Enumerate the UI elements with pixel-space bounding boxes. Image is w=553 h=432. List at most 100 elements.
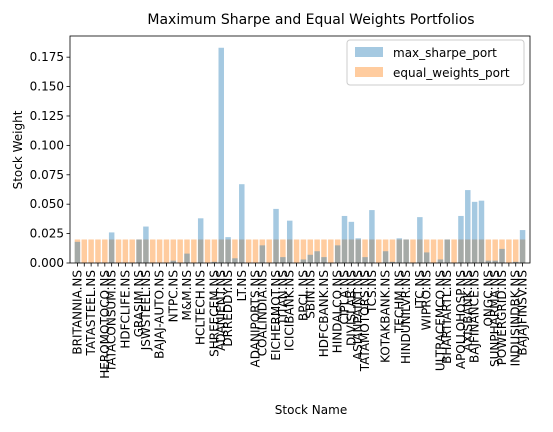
x-tick-label: HINDALCO.NS — [331, 270, 345, 353]
equal-weights-bar — [341, 239, 348, 263]
y-tick-label: 0.125 — [30, 109, 64, 123]
equal-weights-bar — [389, 239, 396, 263]
equal-weights-bar — [273, 239, 279, 263]
equal-weights-bar — [478, 239, 485, 263]
x-tick-label: DRREDDY.NS — [221, 270, 235, 347]
equal-weights-bar — [115, 239, 122, 263]
x-tick-label: DIVISLAB.NS — [344, 270, 358, 346]
y-tick-label: 0.000 — [30, 256, 64, 270]
x-tick-label: HDFCBANK.NS — [317, 270, 331, 357]
max-sharpe-bar — [389, 261, 396, 263]
y-tick-label: 0.100 — [30, 138, 64, 152]
x-tick-label: INDUSINDBK.NS — [509, 270, 523, 366]
max-sharpe-bar — [478, 200, 485, 263]
equal-weights-bar — [286, 239, 293, 263]
y-tick-label: 0.075 — [30, 168, 64, 182]
max-sharpe-bar — [369, 210, 375, 263]
x-tick-label: SHREECEM.NS — [207, 270, 221, 357]
x-tick-label: BRITANNIA.NS — [70, 270, 84, 355]
x-tick-label: AXISBANK.NS — [461, 270, 475, 351]
max-sharpe-bar — [382, 251, 389, 263]
equal-weights-bar — [102, 239, 108, 263]
equal-weights-bar — [232, 239, 238, 263]
max-sharpe-bar — [314, 251, 320, 263]
x-tick-label: KOTAKBANK.NS — [379, 270, 393, 363]
equal-weights-bar — [485, 239, 492, 263]
equal-weights-bar — [328, 239, 334, 263]
x-tick-label: TATAMOTORS.NS — [358, 270, 372, 372]
legend-box — [346, 39, 525, 86]
max-sharpe-bar — [286, 220, 293, 263]
plot-frame — [69, 35, 531, 264]
max-sharpe-bar — [197, 218, 204, 263]
equal-weights-bar — [136, 239, 142, 263]
max-sharpe-bar — [423, 252, 430, 263]
equal-weights-bar — [150, 239, 156, 263]
equal-weights-bar — [403, 239, 409, 263]
equal-weights-bar — [512, 239, 519, 263]
max-sharpe-bar — [403, 239, 409, 263]
x-tick-label: ITC.NS — [413, 270, 427, 309]
equal-weights-bar — [492, 239, 498, 263]
max-sharpe-bar — [170, 260, 177, 263]
x-tick-label: TITAN.NS — [276, 270, 290, 326]
legend-label: max_sharpe_port — [393, 46, 497, 60]
max-sharpe-bar — [136, 239, 142, 263]
equal-weights-bar — [163, 239, 170, 263]
equal-weights-bar — [293, 239, 300, 263]
x-tick-label: HCLTECH.NS — [194, 270, 208, 345]
x-tick-label: BAJAJFINSV.NS — [516, 270, 530, 356]
max-sharpe-bars — [74, 47, 526, 263]
x-tick-label: BPCL.NS — [296, 270, 310, 321]
equal-weights-bar — [129, 239, 135, 263]
legend-label: equal_weights_port — [393, 66, 510, 80]
x-tick-label: HDFCLIFE.NS — [118, 270, 132, 349]
max-sharpe-bar — [225, 237, 231, 263]
max-sharpe-bar — [239, 184, 245, 263]
equal-weights-bar — [177, 239, 183, 263]
equal-weights-bar — [88, 239, 94, 263]
max-sharpe-bar — [396, 238, 403, 263]
equal-weights-bar — [369, 239, 375, 263]
max-sharpe-bar — [184, 253, 190, 263]
equal-weights-bar — [499, 239, 505, 263]
x-tick-label: GRASIM.NS — [132, 270, 146, 337]
max-sharpe-bar — [519, 230, 526, 263]
equal-weights-bar — [430, 239, 437, 263]
equal-weights-bar — [156, 239, 163, 263]
equal-weights-bar — [218, 239, 224, 263]
equal-weights-bar — [451, 239, 457, 263]
equal-weights-bar — [444, 239, 450, 263]
x-tick-label: ONGC.NS — [481, 270, 495, 327]
x-tick-label: EICHERMOT.NS — [269, 270, 283, 361]
x-tick-label: TATASTEEL.NS — [84, 270, 98, 357]
equal-weights-bar — [280, 239, 286, 263]
equal-weights-bar — [382, 239, 389, 263]
x-tick-label: POWERGRID.NS — [495, 270, 509, 365]
max-sharpe-bar — [273, 208, 279, 263]
equal-weights-bar — [417, 239, 423, 263]
max-sharpe-bar — [218, 47, 224, 263]
chart-title: Maximum Sharpe and Equal Weights Portfol… — [147, 12, 474, 28]
equal-weights-bar — [239, 239, 245, 263]
legend-swatch — [355, 47, 383, 57]
x-tick-label: WIPRO.NS — [420, 270, 434, 330]
equal-weights-bar — [410, 239, 416, 263]
max-sharpe-bar — [348, 221, 355, 263]
x-tick-label: JSWSTEEL.NS — [139, 270, 153, 351]
equal-weights-bar — [437, 239, 444, 263]
equal-weights-bar — [471, 239, 478, 263]
max-sharpe-bar — [108, 232, 115, 263]
x-tick-label: BAJFINANCE.NS — [468, 270, 482, 363]
equal-weights-bar — [197, 239, 204, 263]
max-sharpe-bar — [74, 241, 81, 263]
equal-weights-bar — [348, 239, 355, 263]
max-sharpe-bar — [232, 258, 238, 263]
equal-weights-bar — [506, 239, 512, 263]
max-sharpe-bar — [355, 238, 361, 263]
equal-weights-bar — [314, 239, 320, 263]
equal-weights-bar — [519, 239, 526, 263]
equal-weights-bar — [307, 239, 314, 263]
equal-weights-bar — [362, 239, 368, 263]
